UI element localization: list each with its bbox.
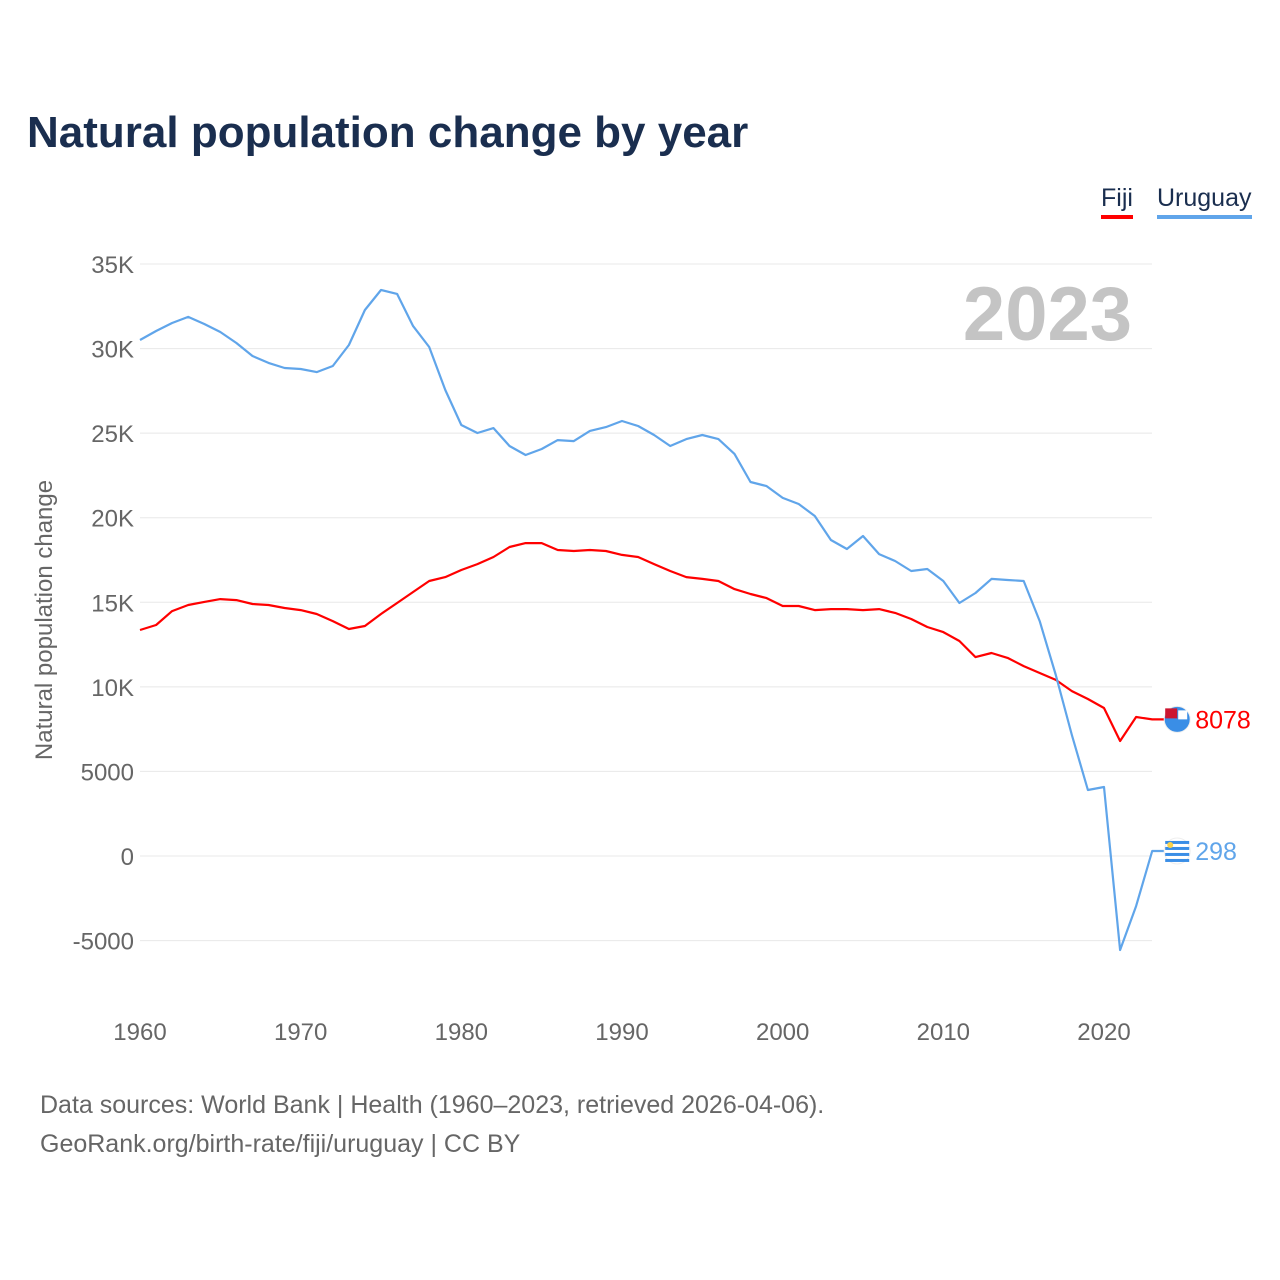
flag-shield [1178,710,1188,720]
end-label-fiji: 8078 [1195,706,1251,734]
legend-fiji[interactable]: Fiji [1101,184,1133,219]
y-tick-label: 20K [91,506,134,533]
flag-sun [1167,841,1174,848]
source-note: Data sources: World Bank | Health (1960–… [40,1086,824,1164]
series-line-uruguay [139,288,1178,952]
y-tick-label: 35K [91,252,134,279]
y-tick-label: -5000 [73,929,134,956]
x-tick-label: 2020 [1077,1019,1130,1046]
y-tick-label: 30K [91,337,134,364]
x-tick-label: 1980 [435,1019,488,1046]
x-tick-label: 2010 [917,1019,970,1046]
legend-uruguay[interactable]: Uruguay [1157,184,1252,219]
y-axis-label: Natural population change [31,480,58,760]
flag-canton [1165,708,1178,719]
y-tick-label: 0 [121,844,134,871]
chart-title: Natural population change by year [27,108,749,157]
x-tick-label: 2000 [756,1019,809,1046]
end-label-uruguay: 298 [1195,838,1237,866]
flag-stripe [1165,858,1190,862]
x-tick-label: 1990 [595,1019,648,1046]
y-tick-label: 10K [91,675,134,702]
x-tick-label: 1970 [274,1019,327,1046]
y-tick-label: 15K [91,590,134,617]
x-tick-label: 1960 [113,1019,166,1046]
source-line-1: Data sources: World Bank | Health (1960–… [40,1091,825,1119]
year-label: 2023 [963,272,1132,357]
source-line-2[interactable]: GeoRank.org/birth-rate/fiji/uruguay | CC… [40,1130,521,1158]
series-line-fiji [139,541,1178,743]
flag-stripe [1165,852,1190,856]
flag-stripe [1165,846,1190,850]
y-tick-label: 25K [91,421,134,448]
y-tick-label: 5000 [81,759,134,786]
flag-stripe [1165,840,1190,844]
